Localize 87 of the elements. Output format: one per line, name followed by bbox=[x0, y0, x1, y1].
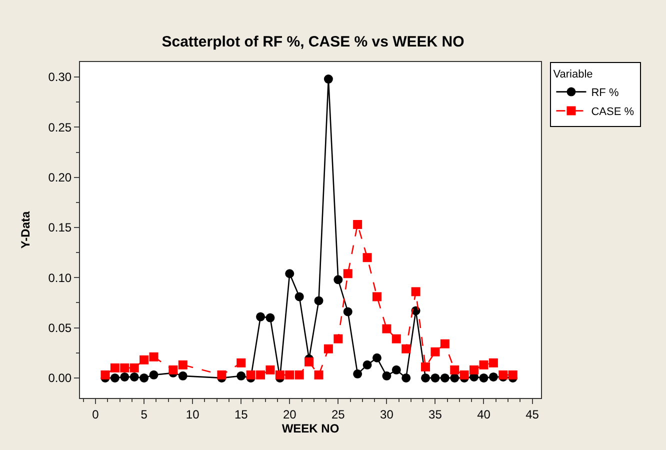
point bbox=[372, 353, 382, 362]
point bbox=[372, 292, 382, 302]
point bbox=[479, 360, 488, 370]
point bbox=[236, 358, 246, 368]
point bbox=[450, 365, 460, 374]
x-tick-label: 25 bbox=[331, 407, 346, 422]
x-tick-label: 20 bbox=[282, 407, 297, 422]
point bbox=[120, 363, 130, 372]
point bbox=[334, 334, 343, 344]
point bbox=[140, 373, 149, 382]
y-tick-label: 0.25 bbox=[48, 120, 72, 134]
point bbox=[236, 371, 246, 380]
point bbox=[430, 347, 440, 356]
point bbox=[285, 370, 294, 380]
point bbox=[314, 370, 324, 380]
point bbox=[450, 373, 460, 382]
y-tick-label: 0.00 bbox=[48, 371, 72, 386]
x-axis-title: WEEK NO bbox=[282, 421, 340, 436]
point bbox=[178, 371, 188, 380]
x-tick-label: 15 bbox=[234, 407, 248, 422]
point bbox=[130, 372, 139, 382]
point bbox=[392, 334, 401, 344]
point bbox=[488, 358, 498, 368]
point bbox=[246, 370, 256, 380]
point bbox=[275, 370, 284, 380]
point bbox=[470, 365, 479, 374]
point bbox=[314, 296, 324, 306]
point bbox=[110, 373, 120, 382]
point bbox=[343, 307, 352, 316]
point bbox=[110, 363, 120, 372]
point bbox=[178, 360, 188, 370]
point bbox=[120, 372, 130, 382]
point bbox=[324, 344, 333, 354]
x-tick-label: 40 bbox=[477, 407, 491, 422]
legend-label: CASE % bbox=[591, 106, 634, 118]
point bbox=[285, 269, 294, 278]
point bbox=[508, 370, 518, 380]
point bbox=[402, 344, 411, 354]
y-tick-label: 0.10 bbox=[48, 270, 72, 285]
point bbox=[421, 373, 430, 382]
x-tick-label: 45 bbox=[526, 407, 540, 422]
x-tick-label: 10 bbox=[186, 407, 200, 422]
point bbox=[382, 324, 392, 334]
point bbox=[343, 269, 352, 278]
legend-title: Variable bbox=[553, 68, 593, 80]
y-tick-label: 0.15 bbox=[48, 220, 72, 235]
point bbox=[362, 360, 372, 370]
point bbox=[100, 370, 110, 380]
point bbox=[460, 370, 469, 380]
point bbox=[440, 339, 450, 348]
y-tick-label: 0.20 bbox=[48, 170, 72, 185]
point bbox=[479, 373, 488, 382]
chart-title: Scatterplot of RF %, CASE % vs WEEK NO bbox=[162, 34, 465, 50]
point bbox=[324, 74, 333, 84]
point bbox=[430, 373, 440, 382]
point bbox=[149, 352, 158, 362]
x-tick-label: 35 bbox=[428, 407, 442, 422]
point bbox=[256, 370, 266, 380]
point bbox=[353, 369, 362, 378]
point bbox=[266, 313, 275, 322]
point bbox=[294, 370, 304, 380]
x-tick-label: 30 bbox=[380, 407, 394, 422]
x-tick-label: 5 bbox=[140, 407, 148, 422]
point bbox=[392, 365, 401, 374]
point bbox=[353, 220, 362, 229]
point bbox=[256, 312, 266, 322]
point bbox=[382, 371, 392, 380]
point bbox=[294, 292, 304, 302]
legend-label: RF % bbox=[591, 87, 619, 100]
point bbox=[488, 372, 498, 382]
y-tick-label: 0.30 bbox=[48, 70, 72, 84]
point bbox=[149, 370, 158, 380]
point bbox=[304, 357, 314, 366]
point bbox=[440, 373, 450, 382]
y-tick-label: 0.05 bbox=[48, 320, 72, 335]
point bbox=[130, 363, 139, 372]
point bbox=[421, 362, 430, 372]
point bbox=[217, 370, 226, 380]
point bbox=[411, 287, 420, 296]
x-tick-label: 0 bbox=[92, 407, 100, 422]
y-axis-title: Y-Data bbox=[18, 211, 33, 249]
point bbox=[168, 365, 178, 374]
point bbox=[334, 275, 343, 284]
point bbox=[402, 373, 411, 382]
point bbox=[140, 355, 149, 364]
point bbox=[266, 365, 275, 374]
point bbox=[362, 253, 372, 262]
